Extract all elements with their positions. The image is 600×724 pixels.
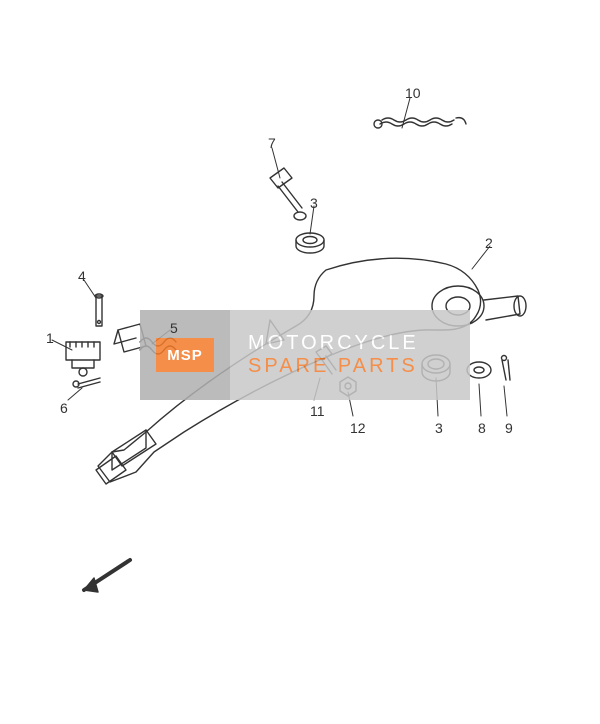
- diagram-canvas: MSP MOTORCYCLE SPARE PARTS 1 2 3 3 4 5 6…: [0, 0, 600, 724]
- callout-8: 8: [478, 420, 486, 436]
- callout-5: 5: [170, 320, 178, 336]
- watermark-badge-panel: MSP: [140, 310, 230, 400]
- callout-10: 10: [405, 85, 421, 101]
- callout-11: 11: [310, 403, 325, 419]
- callout-3a: 3: [310, 195, 318, 211]
- watermark: MSP MOTORCYCLE SPARE PARTS: [140, 310, 470, 400]
- callout-12: 12: [350, 420, 366, 436]
- callout-1: 1: [46, 330, 54, 346]
- watermark-line1: MOTORCYCLE: [248, 332, 470, 355]
- watermark-line2: SPARE PARTS: [248, 355, 470, 378]
- callout-2: 2: [485, 235, 493, 251]
- callout-3b: 3: [435, 420, 443, 436]
- watermark-badge: MSP: [156, 338, 214, 372]
- callout-9: 9: [505, 420, 513, 436]
- watermark-text-panel: MOTORCYCLE SPARE PARTS: [230, 310, 470, 400]
- callout-7: 7: [268, 135, 276, 151]
- callout-4: 4: [78, 268, 86, 284]
- callout-6: 6: [60, 400, 68, 416]
